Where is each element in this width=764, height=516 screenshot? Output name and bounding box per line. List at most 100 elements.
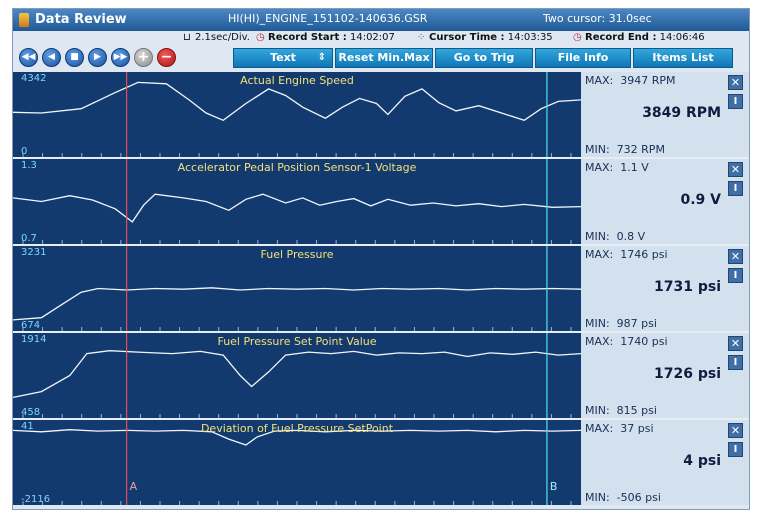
current-value: 1726 psi	[654, 366, 721, 382]
info-bar: ⊔ 2.1sec/Div. ◷ Record Start : 14:02:07 …	[13, 31, 749, 45]
cursor-icon: ⁘	[417, 32, 426, 43]
close-channel-icon[interactable]: ✕	[728, 75, 743, 90]
cursor-b-label: B	[549, 480, 558, 493]
current-value: 4 psi	[683, 453, 721, 469]
channel-row: Deviation of Fuel Pressure SetPoint 41 -21…	[13, 420, 749, 505]
min-label: MIN:	[585, 404, 610, 417]
text-select-label: Text	[270, 51, 296, 64]
play-icon[interactable]: ▶	[88, 48, 107, 67]
channel-trace-svg	[13, 420, 581, 505]
record-end-label: Record End :	[585, 32, 657, 43]
channel-row: Accelerator Pedal Position Sensor-1 Volt…	[13, 159, 749, 244]
axis-min: -2116	[21, 494, 51, 505]
max-readout: MAX: 1746 psi	[585, 248, 668, 261]
max-label: MAX:	[585, 422, 614, 435]
axis-min: 674	[21, 320, 41, 331]
expand-channel-icon[interactable]: I	[728, 355, 743, 370]
min-label: MIN:	[585, 230, 610, 243]
axis-max: 3231	[21, 247, 47, 258]
min-value: 732 RPM	[616, 143, 665, 156]
channel-row: Fuel Pressure 3231 674 MAX: 1746 psi 1731 ps…	[13, 246, 749, 331]
max-label: MAX:	[585, 248, 614, 261]
channel-trace-svg	[13, 72, 581, 157]
fast-forward-icon[interactable]: ▶▶	[111, 48, 130, 67]
max-label: MAX:	[585, 335, 614, 348]
channel-values-panel: MAX: 1740 psi 1726 psi MIN: 815 psi ✕ I	[581, 333, 749, 418]
min-value: 987 psi	[616, 317, 657, 330]
close-channel-icon[interactable]: ✕	[728, 249, 743, 264]
zoom-in-icon[interactable]: +	[134, 48, 153, 67]
two-cursor-readout: Two cursor: 31.0sec	[543, 12, 652, 25]
channel-plot[interactable]: Fuel Pressure 3231 674	[13, 246, 581, 331]
channel-plot[interactable]: Accelerator Pedal Position Sensor-1 Volt…	[13, 159, 581, 244]
rewind-icon[interactable]: ◀◀	[19, 48, 38, 67]
record-start-value: 14:02:07	[349, 32, 395, 43]
row-divider	[13, 331, 749, 334]
max-readout: MAX: 37 psi	[585, 422, 654, 435]
channel-trace-svg	[13, 159, 581, 244]
min-value: 815 psi	[616, 404, 657, 417]
file-info-button[interactable]: File Info	[535, 48, 631, 68]
channel-trace-svg	[13, 246, 581, 331]
record-start: Record Start : 14:02:07	[268, 32, 395, 43]
expand-channel-icon[interactable]: I	[728, 268, 743, 283]
record-end: Record End : 14:06:46	[585, 32, 705, 43]
signal-trace	[13, 287, 581, 321]
window-title: Data Review	[35, 12, 127, 27]
axis-max: 1.3	[21, 160, 37, 171]
channel-plot[interactable]: Deviation of Fuel Pressure SetPoint 41 -21…	[13, 420, 581, 505]
go-to-trig-button[interactable]: Go to Trig	[435, 48, 533, 68]
close-channel-icon[interactable]: ✕	[728, 423, 743, 438]
cursor-a-label: A	[129, 480, 138, 493]
channel-values-panel: MAX: 1.1 V 0.9 V MIN: 0.8 V ✕ I	[581, 159, 749, 244]
channel-plot[interactable]: Fuel Pressure Set Point Value 1914 458	[13, 333, 581, 418]
max-label: MAX:	[585, 161, 614, 174]
clock-icon: ◷	[256, 32, 265, 43]
axis-max: 41	[21, 421, 34, 432]
expand-channel-icon[interactable]: I	[728, 94, 743, 109]
axis-max: 1914	[21, 334, 47, 345]
min-label: MIN:	[585, 491, 610, 504]
axis-max: 4342	[21, 73, 47, 84]
text-select-button[interactable]: Text ⇕	[233, 48, 333, 68]
expand-channel-icon[interactable]: I	[728, 181, 743, 196]
zoom-out-icon[interactable]: −	[157, 48, 176, 67]
max-value: 1746 psi	[620, 248, 668, 261]
record-end-value: 14:06:46	[659, 32, 705, 43]
row-divider	[13, 157, 749, 160]
time-scale: 2.1sec/Div.	[195, 32, 250, 43]
row-divider	[13, 244, 749, 247]
min-value: -506 psi	[616, 491, 661, 504]
current-value: 0.9 V	[680, 192, 721, 208]
max-value: 3947 RPM	[620, 74, 676, 87]
min-readout: MIN: 732 RPM	[585, 143, 665, 156]
channel-plot[interactable]: Actual Engine Speed 4342 0	[13, 72, 581, 157]
max-value: 37 psi	[620, 422, 654, 435]
channel-values-panel: MAX: 37 psi 4 psi MIN: -506 psi ✕ I	[581, 420, 749, 505]
step-back-icon[interactable]: ◀	[42, 48, 61, 67]
data-review-window: Data Review HI(HI)_ENGINE_151102-140636.…	[12, 8, 750, 510]
stop-icon[interactable]: ■	[65, 48, 84, 67]
close-channel-icon[interactable]: ✕	[728, 162, 743, 177]
expand-channel-icon[interactable]: I	[728, 442, 743, 457]
close-channel-icon[interactable]: ✕	[728, 336, 743, 351]
cursor-time: Cursor Time : 14:03:35	[429, 32, 553, 43]
max-value: 1.1 V	[620, 161, 649, 174]
min-label: MIN:	[585, 317, 610, 330]
items-list-button[interactable]: Items List	[633, 48, 733, 68]
min-readout: MIN: 0.8 V	[585, 230, 645, 243]
signal-trace	[13, 193, 581, 223]
scale-icon: ⊔	[183, 32, 191, 43]
min-readout: MIN: 815 psi	[585, 404, 657, 417]
current-value: 3849 RPM	[642, 105, 721, 121]
cursor-time-label: Cursor Time :	[429, 32, 505, 43]
max-readout: MAX: 1740 psi	[585, 335, 668, 348]
min-readout: MIN: 987 psi	[585, 317, 657, 330]
min-value: 0.8 V	[616, 230, 646, 243]
toolbar: ◀◀ ◀ ■ ▶ ▶▶ + − Text ⇕ Reset Min.Max Go t…	[13, 46, 749, 70]
row-divider	[13, 418, 749, 421]
reset-minmax-button[interactable]: Reset Min.Max	[335, 48, 433, 68]
signal-trace	[13, 429, 581, 446]
axis-min: 458	[21, 407, 41, 418]
signal-trace	[13, 350, 581, 399]
